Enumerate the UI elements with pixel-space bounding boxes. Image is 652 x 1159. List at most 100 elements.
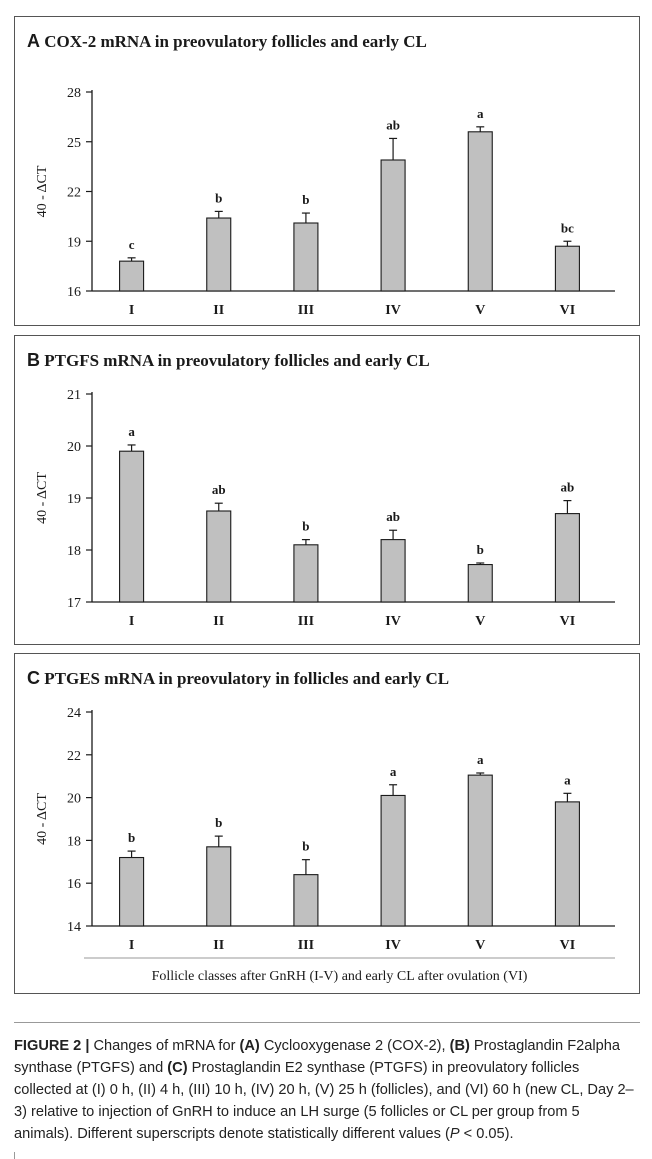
x-tick-label: VI xyxy=(560,938,576,953)
chart-title: C PTGES mRNA in preovulatory in follicle… xyxy=(27,668,449,688)
title-text: PTGES mRNA in preovulatory in follicles … xyxy=(40,669,449,688)
x-tick-label: V xyxy=(475,614,485,629)
caption-run-6: Prostaglandin E2 synthase (PTGFS) in pre… xyxy=(14,1060,634,1142)
significance-label: a xyxy=(564,772,571,787)
significance-label: b xyxy=(302,519,309,534)
bar xyxy=(119,260,145,292)
significance-label: a xyxy=(477,106,484,121)
bar xyxy=(554,513,580,603)
title-text: PTGFS mRNA in preovulatory follicles and… xyxy=(40,351,430,370)
chart-c-svg: C PTGES mRNA in preovulatory in follicle… xyxy=(27,668,615,984)
significance-label: ab xyxy=(561,480,575,495)
y-tick-label: 16 xyxy=(67,877,81,892)
chart-a-svg: A COX-2 mRNA in preovulatory follicles a… xyxy=(27,31,615,318)
bar xyxy=(380,159,406,292)
caption-text: Changes of mRNA for (A) Cyclooxygenase 2… xyxy=(14,1038,634,1142)
y-tick-label: 24 xyxy=(67,706,81,721)
y-tick-label: 17 xyxy=(67,596,81,611)
significance-label: c xyxy=(129,237,135,252)
y-tick-label: 19 xyxy=(67,235,81,250)
x-tick-label: II xyxy=(213,938,224,953)
x-tick-label: I xyxy=(129,614,134,629)
x-tick-label: IV xyxy=(385,614,401,629)
panel-letter: C xyxy=(27,668,40,688)
x-tick-label: III xyxy=(298,303,314,318)
significance-label: bc xyxy=(561,220,574,235)
bar xyxy=(119,856,145,927)
bar xyxy=(293,874,319,927)
significance-label: b xyxy=(302,839,309,854)
x-axis-label: Follicle classes after GnRH (I-V) and ea… xyxy=(152,969,528,984)
y-tick-label: 22 xyxy=(67,186,81,201)
caption-run-1: (A) xyxy=(239,1038,260,1054)
x-tick-label: VI xyxy=(560,303,576,318)
chart-title: B PTGFS mRNA in preovulatory follicles a… xyxy=(27,350,430,370)
significance-label: ab xyxy=(386,117,400,132)
bar xyxy=(206,510,232,603)
x-tick-label: III xyxy=(298,938,314,953)
chart-panel-a: A COX-2 mRNA in preovulatory follicles a… xyxy=(14,16,640,326)
bar xyxy=(293,544,319,603)
caption-label: FIGURE 2 | xyxy=(14,1038,90,1054)
significance-label: b xyxy=(215,190,222,205)
x-tick-label: I xyxy=(129,303,134,318)
caption-run-7: P xyxy=(449,1126,460,1142)
caption-run-2: Cyclooxygenase 2 (COX-2), xyxy=(259,1038,450,1054)
caption-divider xyxy=(14,1152,15,1159)
figure-caption: FIGURE 2 | Changes of mRNA for (A) Cyclo… xyxy=(14,1022,640,1145)
caption-run-4: Prostaglandin F2alpha synthase (PTGFS) a… xyxy=(14,1038,620,1076)
y-tick-label: 20 xyxy=(67,792,81,807)
bar xyxy=(467,774,493,927)
y-tick-label: 21 xyxy=(67,388,81,403)
caption-run-8: < 0.05). xyxy=(459,1126,514,1142)
y-axis-label: 40 - ΔCT xyxy=(35,472,50,524)
x-tick-label: IV xyxy=(385,303,401,318)
significance-label: b xyxy=(215,815,222,830)
x-tick-label: II xyxy=(213,614,224,629)
x-tick-label: I xyxy=(129,938,134,953)
title-text: COX-2 mRNA in preovulatory follicles and… xyxy=(40,32,427,51)
bar xyxy=(467,564,493,603)
y-tick-label: 16 xyxy=(67,285,81,300)
y-tick-label: 18 xyxy=(67,544,81,559)
y-tick-label: 20 xyxy=(67,440,81,455)
significance-label: b xyxy=(477,542,484,557)
caption-run-0: Changes of mRNA for xyxy=(89,1038,240,1054)
bar xyxy=(206,846,232,927)
y-tick-label: 25 xyxy=(67,136,81,151)
panel-letter: A xyxy=(27,31,40,51)
y-tick-label: 14 xyxy=(67,920,81,935)
caption-run-3: (B) xyxy=(449,1038,470,1054)
bar xyxy=(380,794,406,927)
y-axis-label: 40 - ΔCT xyxy=(35,165,50,217)
significance-label: ab xyxy=(386,509,400,524)
x-tick-label: IV xyxy=(385,938,401,953)
bar xyxy=(554,245,580,292)
x-tick-label: III xyxy=(298,614,314,629)
chart-b-svg: B PTGFS mRNA in preovulatory follicles a… xyxy=(27,350,615,629)
y-tick-label: 18 xyxy=(67,834,81,849)
x-tick-label: VI xyxy=(560,614,576,629)
x-tick-label: V xyxy=(475,303,485,318)
x-tick-label: II xyxy=(213,303,224,318)
bar xyxy=(293,222,319,292)
bar xyxy=(119,450,145,603)
significance-label: b xyxy=(302,192,309,207)
significance-label: a xyxy=(390,764,397,779)
chart-panel-b: B PTGFS mRNA in preovulatory follicles a… xyxy=(14,335,640,645)
significance-label: ab xyxy=(212,482,226,497)
y-tick-label: 22 xyxy=(67,749,81,764)
bar xyxy=(206,217,232,292)
panel-letter: B xyxy=(27,350,40,370)
bar xyxy=(554,801,580,927)
y-tick-label: 28 xyxy=(67,86,81,101)
chart-title: A COX-2 mRNA in preovulatory follicles a… xyxy=(27,31,427,51)
significance-label: b xyxy=(128,830,135,845)
x-tick-label: V xyxy=(475,938,485,953)
y-tick-label: 19 xyxy=(67,492,81,507)
caption-run-5: (C) xyxy=(167,1060,188,1076)
chart-panel-c: C PTGES mRNA in preovulatory in follicle… xyxy=(14,653,640,994)
bar xyxy=(380,539,406,603)
y-axis-label: 40 - ΔCT xyxy=(35,793,50,845)
bar xyxy=(467,131,493,292)
